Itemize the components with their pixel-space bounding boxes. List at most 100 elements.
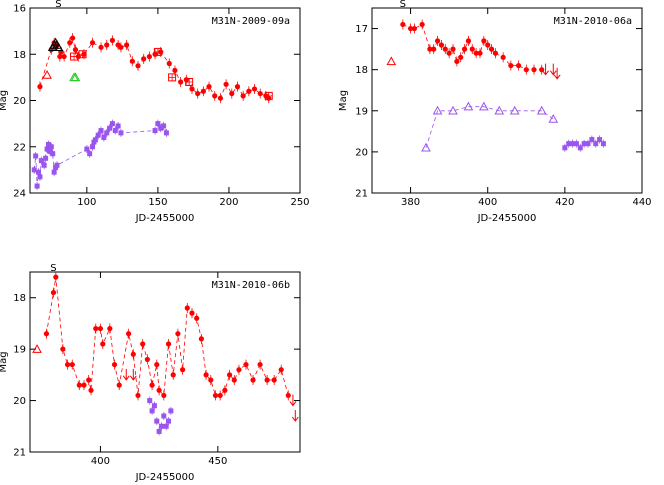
data-point <box>438 42 445 48</box>
data-point <box>465 38 472 44</box>
series-purple-squares <box>31 119 169 191</box>
data-point-cross <box>265 92 273 100</box>
data-point <box>93 325 99 332</box>
data-point <box>189 310 195 316</box>
series-red-detections <box>400 19 545 75</box>
data-point <box>183 77 189 83</box>
data-point <box>42 70 52 79</box>
upper-limit-arrow <box>553 67 561 80</box>
data-point <box>154 361 160 368</box>
data-point <box>566 141 572 147</box>
x-tick-label: 400 <box>91 456 110 467</box>
data-point <box>180 367 186 373</box>
data-point <box>69 361 75 368</box>
data-point <box>206 84 212 90</box>
data-point <box>109 121 115 127</box>
panel-2: 380 400 420 440 17 18 19 20 21 JD-2455000 Mag M31N-… <box>338 0 652 224</box>
data-point <box>115 123 121 129</box>
data-point <box>33 153 39 159</box>
data-point <box>166 60 172 67</box>
data-point <box>87 151 93 157</box>
data-point <box>509 105 520 115</box>
s-marker: S <box>55 0 61 10</box>
data-point <box>570 141 576 147</box>
data-point <box>223 81 229 87</box>
data-point <box>562 145 568 151</box>
data-point <box>151 403 157 409</box>
data-point <box>38 158 44 164</box>
y-tick-label: 19 <box>13 345 26 356</box>
data-point <box>198 336 204 342</box>
data-point <box>70 35 76 41</box>
data-point <box>229 90 235 97</box>
data-point <box>50 151 56 157</box>
data-point <box>226 372 233 378</box>
data-point <box>126 331 132 337</box>
data-point <box>195 90 201 97</box>
data-point <box>72 47 79 53</box>
data-point <box>217 95 224 101</box>
data-point <box>100 341 106 347</box>
data-point <box>118 130 124 136</box>
y-axis-label: Mag <box>0 351 9 372</box>
s-marker: S <box>50 263 56 274</box>
data-point <box>581 141 587 147</box>
data-point <box>222 387 228 393</box>
data-point <box>101 135 107 140</box>
data-point <box>156 428 162 434</box>
data-point <box>208 377 214 383</box>
x-tick-label: 450 <box>208 456 227 467</box>
y-tick-label: 24 <box>13 189 26 200</box>
data-point <box>407 25 414 32</box>
upper-limit-arrow <box>129 368 137 381</box>
data-point <box>163 130 169 136</box>
x-tick-label: 100 <box>77 197 96 208</box>
data-point <box>152 128 158 134</box>
data-point <box>97 325 104 332</box>
data-point <box>69 72 79 82</box>
data-point <box>200 88 206 94</box>
series-line <box>425 106 554 148</box>
data-point <box>523 67 529 73</box>
y-axis-label: Mag <box>338 90 349 111</box>
data-point <box>450 46 456 52</box>
x-tick-label: 250 <box>290 197 309 208</box>
data-point <box>130 351 136 357</box>
data-point <box>36 169 42 175</box>
plot-title: M31N-2010-06b <box>212 280 290 291</box>
data-point <box>531 67 537 73</box>
data-point <box>189 86 195 92</box>
data-point <box>81 382 87 388</box>
data-point <box>161 392 167 399</box>
x-tick-label: 150 <box>148 197 167 208</box>
data-point <box>515 62 522 69</box>
data-point <box>95 132 101 138</box>
data-point <box>573 141 579 147</box>
data-point <box>411 25 418 32</box>
data-point <box>454 58 460 65</box>
data-point <box>168 408 174 414</box>
data-point <box>577 145 583 151</box>
data-point <box>170 372 176 378</box>
data-point <box>31 167 37 173</box>
data-point <box>585 141 591 147</box>
data-point <box>458 54 464 60</box>
data-point <box>135 392 141 399</box>
data-point <box>400 21 406 28</box>
data-point <box>129 58 135 64</box>
y-tick-label: 18 <box>355 65 368 76</box>
data-point <box>34 183 40 189</box>
series-red-detections <box>37 33 272 104</box>
data-point <box>109 37 116 43</box>
data-point <box>264 377 270 383</box>
data-point <box>432 105 443 115</box>
data-point <box>76 382 82 388</box>
y-tick-label: 18 <box>13 293 26 304</box>
data-point <box>144 356 150 363</box>
data-point <box>194 315 200 321</box>
data-point <box>593 141 599 147</box>
data-point <box>37 174 43 180</box>
data-point <box>104 42 110 48</box>
plot-title: M31N-2009-09a <box>212 16 290 27</box>
data-point <box>172 67 178 74</box>
